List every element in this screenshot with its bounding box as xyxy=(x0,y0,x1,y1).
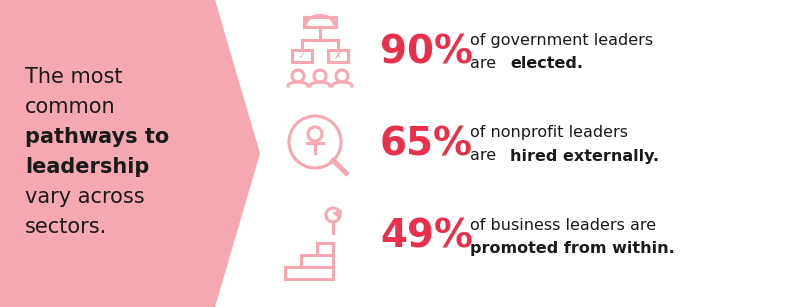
Text: elected.: elected. xyxy=(511,56,584,72)
Text: ✗: ✗ xyxy=(334,51,342,61)
Text: sectors.: sectors. xyxy=(25,217,107,237)
Text: of government leaders: of government leaders xyxy=(470,33,653,48)
Text: vary across: vary across xyxy=(25,187,144,207)
Text: are: are xyxy=(470,149,501,164)
Text: leadership: leadership xyxy=(25,157,149,177)
Text: are: are xyxy=(470,56,501,72)
Text: pathways to: pathways to xyxy=(25,127,169,147)
Text: The most: The most xyxy=(25,67,122,87)
Text: 65%: 65% xyxy=(380,125,473,163)
Text: ✓: ✓ xyxy=(298,51,306,61)
Text: 90%: 90% xyxy=(380,33,473,71)
Text: of nonprofit leaders: of nonprofit leaders xyxy=(470,125,628,139)
Text: of business leaders are: of business leaders are xyxy=(470,217,656,232)
Text: hired externally.: hired externally. xyxy=(511,149,660,164)
Text: promoted from within.: promoted from within. xyxy=(470,242,675,257)
Text: common: common xyxy=(25,97,116,117)
Text: 49%: 49% xyxy=(380,218,473,256)
Polygon shape xyxy=(0,0,260,307)
